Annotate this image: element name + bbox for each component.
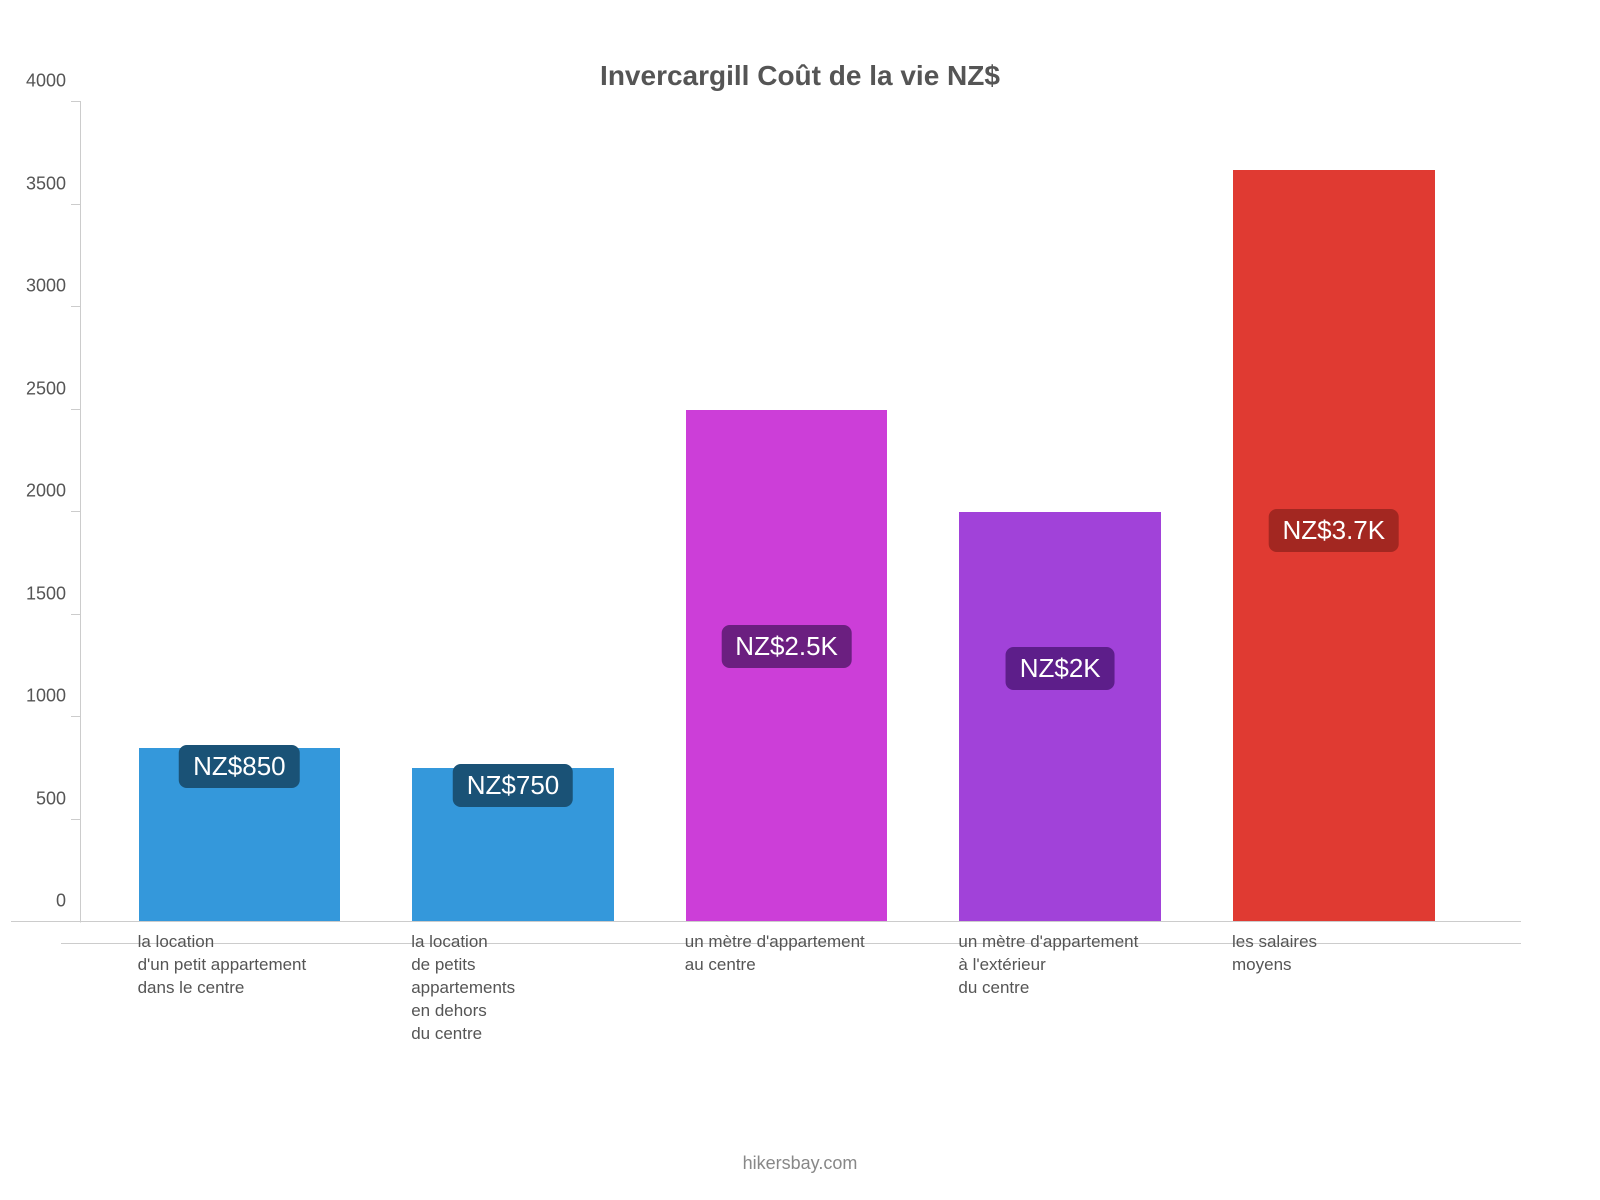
attribution-text: hikersbay.com: [80, 1153, 1520, 1174]
x-axis-category-label: un mètre d'appartementà l'extérieurdu ce…: [958, 931, 1217, 1000]
y-axis-tick: [71, 511, 81, 512]
y-axis-tick: [71, 204, 81, 205]
bar-value-badge: NZ$850: [179, 745, 300, 788]
bar: NZ$2.5K: [686, 410, 888, 923]
bar: NZ$3.7K: [1233, 170, 1435, 922]
y-axis-label: 1000: [11, 686, 66, 707]
y-axis-label: 4000: [11, 71, 66, 92]
y-axis-label: 2000: [11, 481, 66, 502]
x-axis-category-label: la locationde petitsappartementsen dehor…: [411, 931, 670, 1046]
bar-value-badge: NZ$750: [453, 764, 574, 807]
x-axis-category-label: les salairesmoyens: [1232, 931, 1491, 977]
chart-title: Invercargill Coût de la vie NZ$: [80, 60, 1520, 92]
y-axis-tick: [71, 819, 81, 820]
bar: NZ$850: [139, 748, 341, 922]
y-axis-tick: [71, 409, 81, 410]
y-axis-tick: [71, 101, 81, 102]
bar-value-badge: NZ$2.5K: [721, 625, 852, 668]
bar-value-badge: NZ$2K: [1006, 647, 1115, 690]
y-axis-label: 1500: [11, 583, 66, 604]
x-axis-category-label: un mètre d'appartementau centre: [685, 931, 944, 977]
x-axis-baseline: [11, 921, 1521, 922]
bar: NZ$750: [412, 768, 614, 922]
y-axis-tick: [71, 921, 81, 922]
chart-container: Invercargill Coût de la vie NZ$ NZ$850NZ…: [0, 0, 1600, 1200]
plot-area: NZ$850NZ$750NZ$2.5KNZ$2KNZ$3.7K 05001000…: [80, 102, 1521, 923]
y-axis-label: 500: [11, 788, 66, 809]
y-axis-label: 0: [11, 891, 66, 912]
x-axis-labels: la locationd'un petit appartementdans le…: [80, 923, 1520, 1143]
y-axis-label: 3000: [11, 276, 66, 297]
bar: NZ$2K: [959, 512, 1161, 922]
y-axis-label: 2500: [11, 378, 66, 399]
bar-value-badge: NZ$3.7K: [1268, 509, 1399, 552]
x-axis-category-label: la locationd'un petit appartementdans le…: [138, 931, 397, 1000]
y-axis-tick: [71, 306, 81, 307]
y-axis-tick: [71, 614, 81, 615]
y-axis-label: 3500: [11, 173, 66, 194]
y-axis-tick: [71, 716, 81, 717]
bars-layer: NZ$850 NZ$750 NZ$2.5K NZ$2K NZ$3.7K: [81, 102, 1521, 922]
